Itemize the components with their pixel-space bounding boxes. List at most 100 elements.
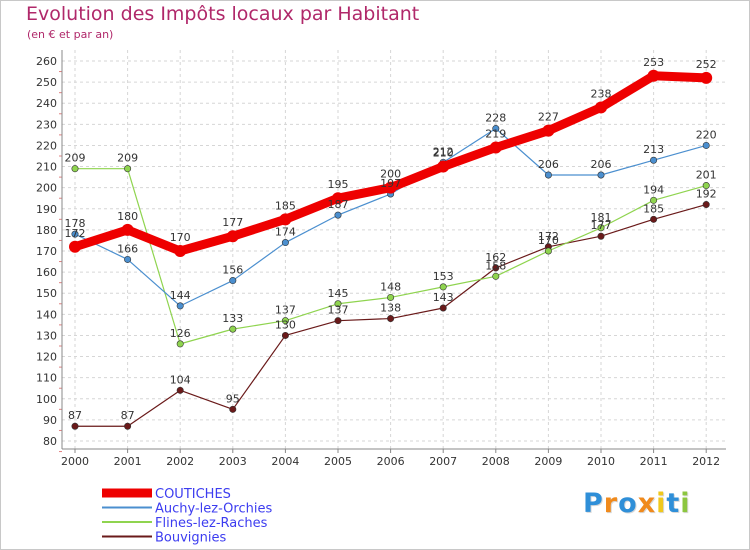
x-tick-label: 2002 (166, 455, 194, 468)
x-tick-label: 2005 (324, 455, 352, 468)
data-label-coutiches: 210 (433, 147, 454, 160)
y-tick-label: 170 (36, 245, 57, 258)
point-bouvignies (176, 386, 184, 394)
data-label-flines-lez-raches: 153 (433, 270, 454, 283)
point-bouvignies (492, 264, 500, 272)
logo-letter: i (656, 488, 667, 519)
point-coutiches (121, 223, 134, 236)
legend-label-bouvignies: Bouvignies (155, 531, 227, 546)
legend-label-coutiches: COUTICHES (155, 487, 231, 502)
point-flines-lez-raches (597, 224, 605, 232)
x-tick-label: 2011 (640, 455, 668, 468)
chart-title: Evolution des Impôts locaux par Habitant (26, 3, 420, 25)
point-coutiches (279, 213, 292, 226)
data-label-flines-lez-raches: 145 (328, 287, 349, 300)
data-label-auchy-lez-orchies: 213 (643, 143, 664, 156)
data-label-auchy-lez-orchies: 156 (222, 264, 243, 277)
point-auchy-lez-orchies (176, 302, 184, 310)
data-label-bouvignies: 137 (328, 304, 349, 317)
point-bouvignies (702, 201, 710, 209)
point-bouvignies (387, 315, 395, 323)
logo-letter: r (603, 488, 619, 519)
data-label-auchy-lez-orchies: 178 (65, 217, 86, 230)
legend: COUTICHESAuchy-lez-OrchiesFlines-lez-Rac… (102, 487, 272, 546)
point-flines-lez-raches (334, 300, 342, 308)
point-auchy-lez-orchies (124, 255, 132, 263)
logo-letter: t (666, 488, 681, 519)
point-coutiches (542, 124, 555, 137)
point-coutiches (384, 181, 397, 194)
x-tick-label: 2012 (692, 455, 720, 468)
data-label-bouvignies: 87 (121, 409, 135, 422)
point-flines-lez-raches (650, 196, 658, 204)
data-label-flines-lez-raches: 209 (117, 152, 138, 165)
point-coutiches (595, 101, 607, 114)
axes (59, 50, 726, 453)
y-tick-label: 150 (36, 287, 57, 300)
logo-letter: P (583, 488, 604, 519)
data-label-coutiches: 227 (538, 111, 559, 124)
y-tick-label: 190 (36, 203, 57, 216)
data-label-auchy-lez-orchies: 197 (380, 177, 401, 190)
data-label-auchy-lez-orchies: 228 (485, 112, 506, 125)
data-label-flines-lez-raches: 201 (696, 169, 717, 182)
y-tick-label: 210 (36, 161, 57, 174)
y-tick-label: 80 (43, 435, 57, 448)
data-label-bouvignies: 185 (643, 202, 664, 215)
y-tick-label: 120 (36, 351, 57, 364)
data-label-auchy-lez-orchies: 144 (170, 289, 191, 302)
point-flines-lez-raches (176, 340, 184, 348)
logo-letter: i (680, 488, 691, 519)
x-tick-label: 2006 (377, 455, 405, 468)
data-label-flines-lez-raches: 133 (222, 312, 243, 325)
data-label-flines-lez-raches: 158 (485, 259, 506, 272)
data-label-auchy-lez-orchies: 174 (275, 226, 296, 239)
data-label-coutiches: 200 (380, 168, 401, 181)
point-bouvignies (597, 232, 605, 240)
point-auchy-lez-orchies (334, 211, 342, 219)
point-flines-lez-raches (387, 293, 395, 301)
point-coutiches (174, 245, 187, 257)
y-tick-label: 140 (36, 308, 57, 321)
point-flines-lez-raches (702, 182, 710, 190)
data-label-flines-lez-raches: 148 (380, 280, 401, 293)
y-tick-label: 160 (36, 266, 57, 279)
data-label-coutiches: 252 (696, 58, 717, 71)
point-bouvignies (229, 405, 237, 413)
proxiti-logo: Proxiti (583, 488, 691, 519)
plot-area (62, 50, 726, 449)
data-label-coutiches: 238 (591, 87, 612, 100)
y-tick-label: 110 (36, 372, 57, 385)
data-label-auchy-lez-orchies: 220 (696, 128, 717, 141)
point-coutiches (437, 160, 450, 173)
data-label-bouvignies: 177 (591, 219, 612, 232)
data-label-bouvignies: 172 (538, 230, 559, 243)
logo-letter: x (637, 488, 657, 519)
point-auchy-lez-orchies (597, 171, 605, 179)
point-auchy-lez-orchies (71, 230, 79, 238)
y-tick-label: 180 (36, 224, 57, 237)
data-label-coutiches: 170 (170, 231, 191, 244)
data-label-bouvignies: 143 (433, 291, 454, 304)
legend-label-auchy-lez-orchies: Auchy-lez-Orchies (155, 502, 272, 517)
data-label-bouvignies: 104 (170, 373, 191, 386)
data-label-coutiches: 219 (485, 128, 506, 141)
logo-letter: o (618, 488, 638, 519)
point-auchy-lez-orchies (492, 125, 500, 133)
plot-background (62, 50, 726, 449)
point-auchy-lez-orchies (544, 171, 552, 179)
point-bouvignies (439, 304, 447, 312)
point-flines-lez-raches (439, 283, 447, 291)
x-tick-label: 2008 (482, 455, 510, 468)
data-label-bouvignies: 192 (696, 188, 717, 201)
x-tick-label: 2001 (114, 455, 142, 468)
point-flines-lez-raches (124, 165, 132, 173)
point-flines-lez-raches (229, 325, 237, 333)
data-label-auchy-lez-orchies: 206 (591, 158, 612, 171)
point-flines-lez-raches (281, 317, 289, 325)
series-lines (69, 69, 713, 430)
point-bouvignies (281, 331, 289, 339)
y-tick-label: 90 (43, 414, 57, 427)
data-label-flines-lez-raches: 126 (170, 327, 191, 340)
